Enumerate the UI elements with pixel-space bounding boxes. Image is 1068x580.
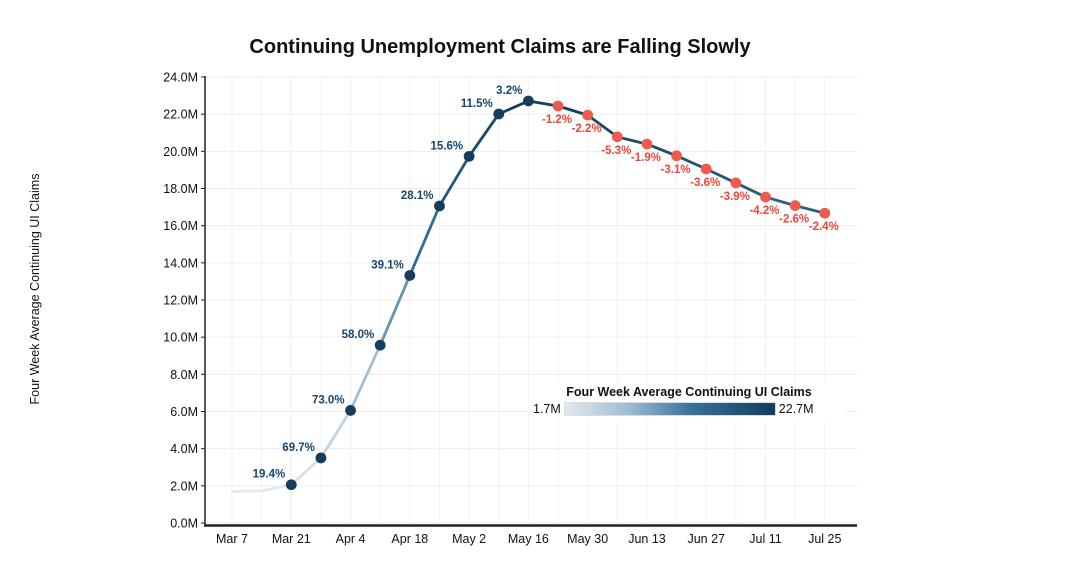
data-point[interactable] bbox=[404, 270, 416, 281]
point-label: 11.5% bbox=[461, 98, 493, 110]
data-point[interactable] bbox=[789, 200, 801, 212]
x-tick-label: May 30 bbox=[567, 532, 608, 546]
legend-row: 1.7M 22.7M bbox=[533, 402, 845, 416]
point-label: 3.2% bbox=[496, 85, 522, 97]
y-tick-label: 20.0M bbox=[163, 145, 198, 159]
point-label: -2.2% bbox=[572, 123, 602, 135]
point-label: -2.6% bbox=[779, 214, 809, 226]
point-label: -1.9% bbox=[631, 152, 661, 164]
x-tick-label: Apr 4 bbox=[336, 532, 366, 546]
point-label: -4.2% bbox=[749, 205, 779, 217]
legend-min-label: 1.7M bbox=[533, 402, 561, 416]
data-point[interactable] bbox=[374, 339, 386, 351]
line-segment bbox=[467, 112, 501, 158]
legend-title: Four Week Average Continuing UI Claims bbox=[566, 385, 812, 399]
y-tick-label: 0.0M bbox=[170, 517, 198, 531]
line-segment bbox=[319, 408, 352, 460]
line-segment bbox=[675, 154, 708, 171]
line-segment bbox=[408, 204, 441, 277]
data-point[interactable] bbox=[285, 479, 297, 491]
y-tick-label: 8.0M bbox=[170, 368, 198, 382]
x-tick-label: Mar 7 bbox=[216, 532, 248, 546]
line-segment bbox=[378, 274, 412, 347]
data-point[interactable] bbox=[700, 163, 712, 175]
point-label: 28.1% bbox=[401, 190, 434, 202]
data-point[interactable] bbox=[611, 131, 623, 143]
point-label: 58.0% bbox=[342, 329, 375, 341]
point-label: 73.0% bbox=[312, 394, 345, 406]
point-label: 69.7% bbox=[282, 442, 315, 454]
y-tick-label: 10.0M bbox=[163, 331, 198, 345]
line-segment bbox=[586, 113, 619, 139]
x-tick-label: May 16 bbox=[508, 532, 549, 546]
y-tick-label: 18.0M bbox=[163, 182, 198, 196]
point-label: -2.4% bbox=[809, 221, 839, 233]
point-label: -1.2% bbox=[542, 114, 572, 126]
line-segment bbox=[704, 167, 738, 185]
point-label: 15.6% bbox=[431, 140, 464, 152]
x-tick-label: Mar 21 bbox=[272, 532, 311, 546]
y-tick-label: 22.0M bbox=[163, 108, 198, 122]
point-label: 39.1% bbox=[371, 259, 404, 271]
legend-gradient-bar bbox=[563, 402, 776, 416]
y-tick-label: 12.0M bbox=[163, 294, 198, 308]
data-point[interactable] bbox=[315, 452, 327, 464]
y-tick-label: 14.0M bbox=[163, 256, 198, 270]
x-tick-label: Jun 13 bbox=[628, 532, 666, 546]
data-point[interactable] bbox=[523, 95, 534, 107]
point-label: 19.4% bbox=[253, 469, 286, 481]
data-point[interactable] bbox=[819, 207, 831, 219]
data-point[interactable] bbox=[345, 404, 356, 416]
legend-max-label: 22.7M bbox=[778, 402, 814, 416]
x-tick-label: Jun 27 bbox=[687, 532, 725, 546]
y-tick-label: 2.0M bbox=[170, 479, 198, 493]
y-tick-label: 4.0M bbox=[170, 442, 198, 456]
point-label: -3.1% bbox=[661, 164, 691, 176]
color-legend: Four Week Average Continuing UI Claims 1… bbox=[533, 383, 845, 420]
line-segment bbox=[438, 154, 471, 208]
x-tick-label: Apr 18 bbox=[391, 532, 428, 546]
chart-title: Continuing Unemployment Claims are Falli… bbox=[249, 36, 751, 58]
data-point[interactable] bbox=[641, 138, 653, 150]
data-point[interactable] bbox=[671, 150, 682, 162]
x-tick-label: May 2 bbox=[452, 532, 486, 546]
point-label: -3.6% bbox=[690, 177, 720, 189]
y-tick-label: 16.0M bbox=[163, 219, 198, 233]
y-tick-label: 24.0M bbox=[163, 71, 198, 85]
data-point[interactable] bbox=[582, 109, 594, 121]
data-point[interactable] bbox=[760, 191, 771, 203]
point-label: -3.9% bbox=[720, 191, 750, 203]
x-tick-label: Jul 11 bbox=[749, 532, 781, 546]
point-label: -5.3% bbox=[601, 145, 631, 157]
line-segment bbox=[349, 343, 382, 412]
data-point[interactable] bbox=[463, 150, 475, 162]
data-point[interactable] bbox=[552, 100, 564, 112]
x-tick-label: Jul 25 bbox=[808, 532, 841, 546]
line-segment bbox=[289, 456, 323, 487]
y-tick-label: 6.0M bbox=[170, 405, 198, 419]
data-point[interactable] bbox=[434, 200, 445, 212]
line-segment bbox=[734, 181, 767, 199]
data-point[interactable] bbox=[730, 177, 742, 189]
data-point[interactable] bbox=[493, 108, 505, 120]
line-segment bbox=[230, 489, 264, 493]
